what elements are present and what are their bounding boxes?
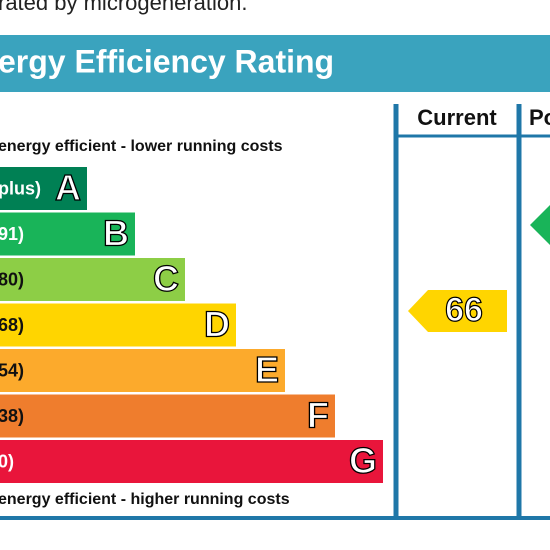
band-letter: C bbox=[153, 258, 179, 299]
band bbox=[0, 440, 383, 483]
band-letter: D bbox=[204, 304, 230, 345]
intro: rated by microgeneration. bbox=[0, 0, 247, 15]
band-range: 91) bbox=[0, 224, 24, 244]
current-header: Current bbox=[417, 105, 497, 130]
band-range: 38) bbox=[0, 406, 24, 426]
top-note: energy efficient - lower running costs bbox=[0, 138, 283, 155]
band-range: 68) bbox=[0, 315, 24, 335]
band bbox=[0, 303, 236, 347]
bands: plus) A 91) B 80) C 68) D 54) E 38) F 0) G bbox=[0, 166, 383, 483]
current-arrow bbox=[408, 290, 507, 332]
title-bar bbox=[0, 35, 550, 92]
band-letter: G bbox=[349, 440, 377, 481]
bottom-note: energy efficient - higher running costs bbox=[0, 491, 290, 508]
potential-arrow bbox=[530, 205, 550, 245]
current-rating: 66 bbox=[445, 291, 483, 329]
title: ergy Efficiency Rating bbox=[0, 43, 334, 79]
band-range: plus) bbox=[0, 178, 41, 198]
band bbox=[0, 212, 135, 256]
band bbox=[0, 394, 335, 438]
band-range: 0) bbox=[0, 451, 14, 471]
band bbox=[0, 167, 87, 210]
band-range: 80) bbox=[0, 269, 24, 289]
band-letter: E bbox=[255, 349, 279, 390]
band-letter: A bbox=[55, 167, 81, 208]
band-letter: B bbox=[103, 213, 129, 254]
band bbox=[0, 349, 285, 392]
band-letter: F bbox=[307, 395, 329, 436]
band-range: 54) bbox=[0, 360, 24, 380]
band bbox=[0, 258, 185, 301]
potential-header: Po bbox=[529, 105, 550, 130]
